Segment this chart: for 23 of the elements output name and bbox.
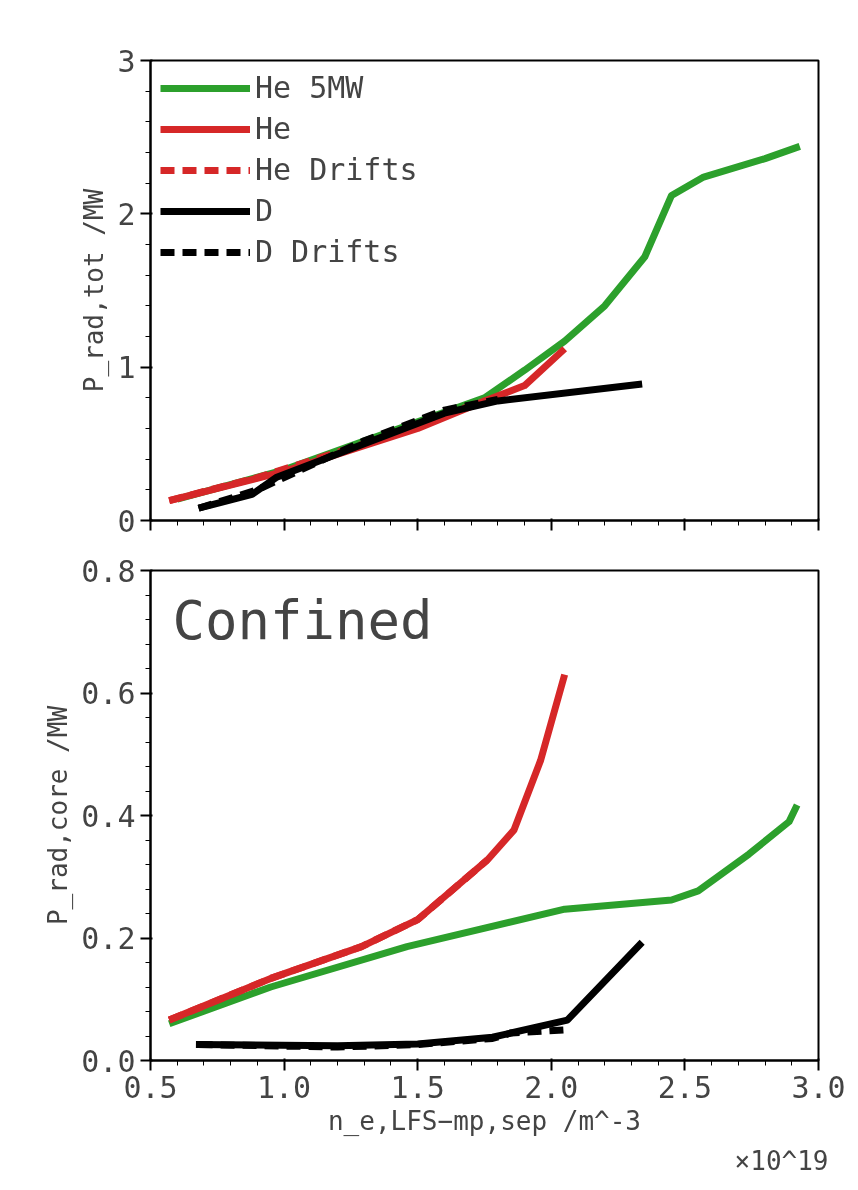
annotation: Confined	[172, 588, 433, 652]
text: ×10^19	[734, 1145, 829, 1176]
y-tick-label: 3	[117, 43, 136, 79]
x-tick-label: 1.5	[390, 1069, 445, 1105]
x-tick-label: 2.0	[524, 1069, 579, 1105]
y-axis-title: P_rad,tot /MW	[79, 188, 111, 393]
y-tick-label: 0.2	[81, 921, 136, 956]
x-tick-label: 2.5	[657, 1069, 712, 1105]
legend-label: D	[255, 193, 275, 228]
x-axis-title: n_e,LFS−mp,sep /m^-3	[327, 1105, 642, 1137]
y-axis-title: P_rad,core /MW	[43, 705, 75, 926]
y-tick-label: 0.4	[81, 798, 136, 834]
y-tick-label: 0	[117, 503, 136, 539]
legend-label: D Drifts	[255, 234, 400, 269]
legend-label: He 5MW	[255, 70, 364, 105]
legend-label: He	[255, 111, 292, 146]
x-tick-label: 1.0	[257, 1069, 312, 1105]
y-tick-label: 0.8	[81, 553, 136, 589]
x-tick-label: 3.0	[791, 1069, 846, 1105]
y-tick-label: 2	[117, 196, 136, 232]
y-tick-label: 1	[117, 350, 136, 386]
legend-label: He Drifts	[255, 152, 418, 187]
y-tick-label: 0.6	[81, 676, 136, 711]
